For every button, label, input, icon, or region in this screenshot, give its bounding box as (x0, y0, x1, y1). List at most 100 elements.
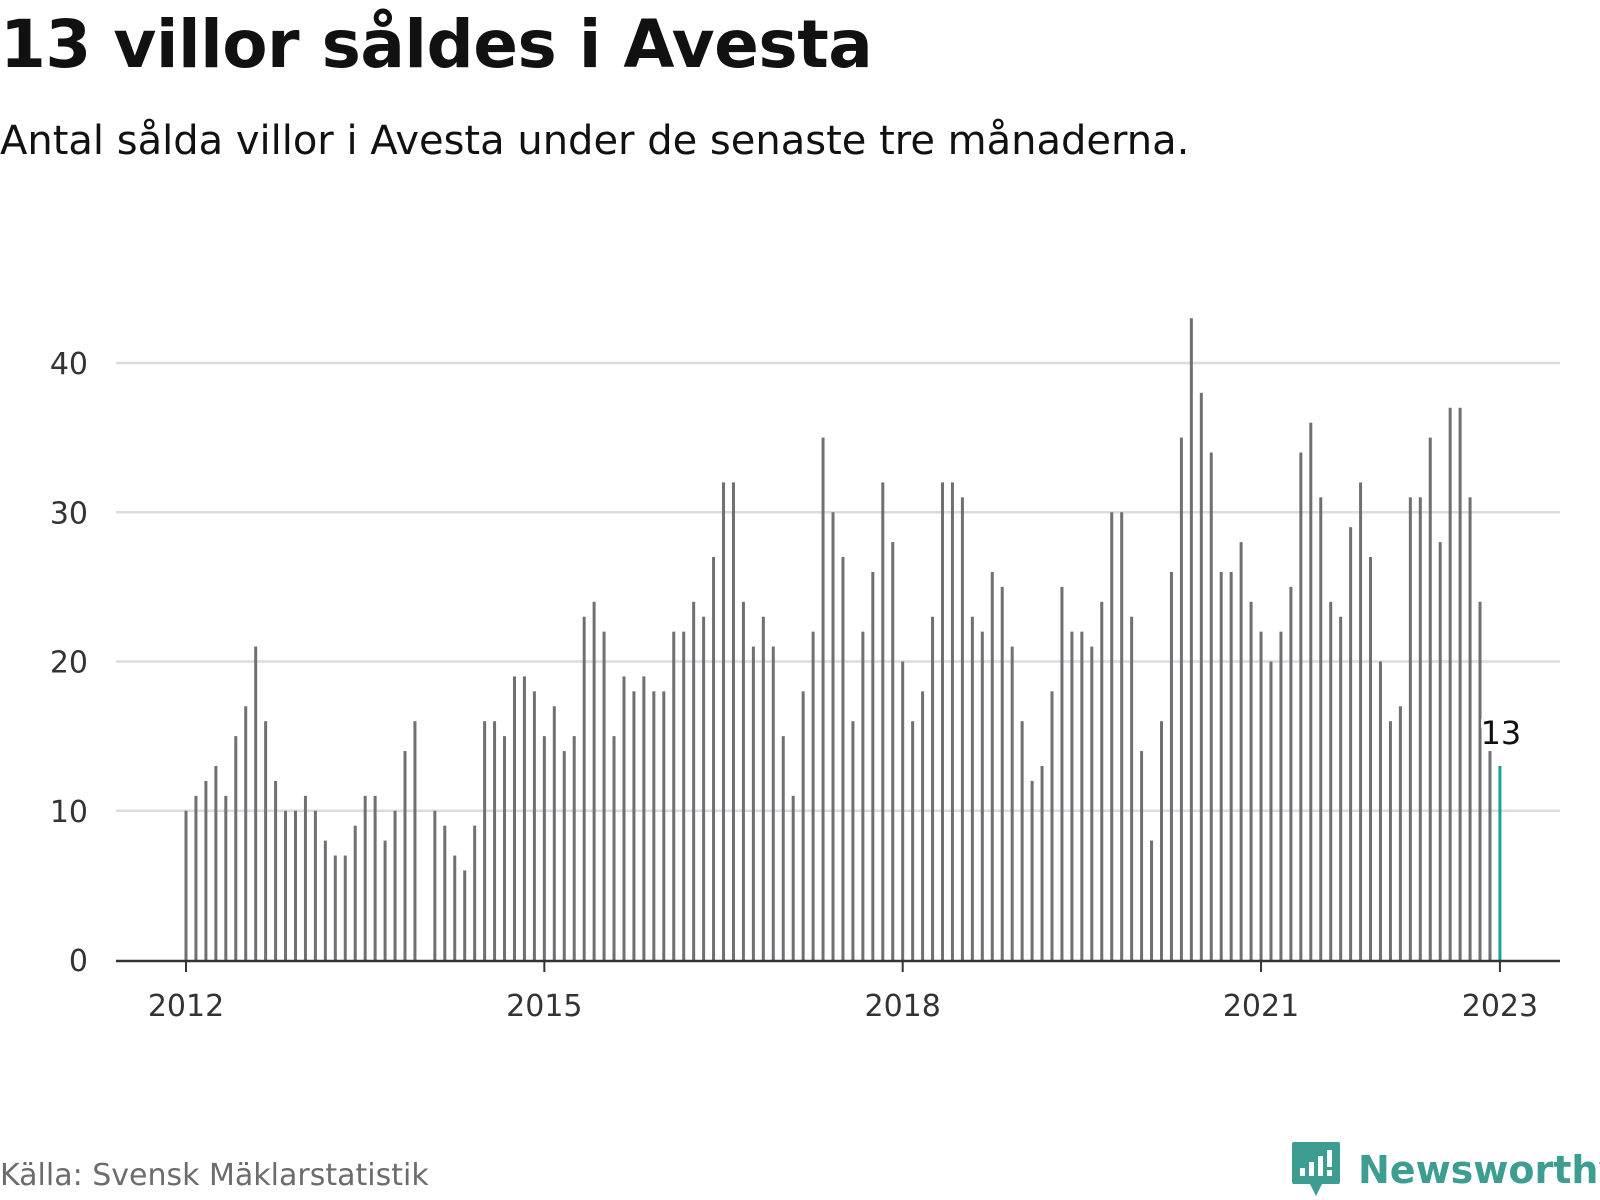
x-tick-label: 2015 (506, 989, 582, 1024)
x-tick-label: 2021 (1223, 989, 1299, 1024)
bar (1418, 497, 1422, 960)
bar (393, 810, 397, 960)
bar (453, 855, 457, 960)
bar (194, 795, 198, 960)
bar (861, 631, 865, 960)
bar (722, 482, 726, 960)
bar (1070, 631, 1074, 960)
y-tick-label: 40 (50, 347, 88, 382)
bar (811, 631, 815, 960)
bar (1289, 586, 1293, 960)
bar (512, 676, 516, 960)
bar (901, 661, 905, 960)
bar (1398, 706, 1402, 960)
bar (1159, 721, 1163, 960)
bar (1249, 601, 1253, 960)
chart-title: 13 villor såldes i Avesta (0, 6, 873, 83)
x-axis-ticks: 2012 2015 2018 2021 2023 (148, 962, 1538, 1024)
bar (562, 751, 566, 960)
y-tick-label: 0 (69, 944, 88, 979)
bar (1319, 497, 1323, 960)
bar (522, 676, 526, 960)
bar (1110, 512, 1114, 960)
bar (1040, 765, 1044, 960)
bar (1488, 751, 1492, 960)
bar-highlight (1498, 765, 1502, 960)
bar (652, 691, 656, 960)
bar (1408, 497, 1412, 960)
bar (1150, 840, 1154, 960)
bar (323, 840, 327, 960)
bar (1020, 721, 1024, 960)
bar (622, 676, 626, 960)
bar (642, 676, 646, 960)
bar (1458, 407, 1462, 960)
bar (1388, 721, 1392, 960)
bar (970, 616, 974, 960)
bar (582, 616, 586, 960)
bar (234, 736, 238, 960)
bar (702, 616, 706, 960)
bar (731, 482, 735, 960)
source-note: Källa: Svensk Mäklarstatistik (0, 1158, 429, 1193)
bar (1179, 437, 1183, 960)
y-tick-label: 10 (50, 795, 88, 830)
newsworthy-logo-icon (1292, 1142, 1340, 1196)
bar (1309, 422, 1313, 960)
bar (911, 721, 915, 960)
bars (184, 318, 1502, 961)
bar (712, 557, 716, 960)
bar (284, 810, 288, 960)
bar (572, 736, 576, 960)
bar (254, 646, 258, 960)
bar (1219, 571, 1223, 960)
bar (403, 751, 407, 960)
bar (1140, 751, 1144, 960)
bar (1100, 601, 1104, 960)
bar (1169, 571, 1173, 960)
bar (1259, 631, 1263, 960)
bar (274, 780, 278, 960)
bar (682, 631, 686, 960)
bar (1120, 512, 1124, 960)
bar (960, 497, 964, 960)
bar (1269, 661, 1273, 960)
bar (771, 646, 775, 960)
bar (264, 721, 268, 960)
bar (881, 482, 885, 960)
bar (1090, 646, 1094, 960)
bar (831, 512, 835, 960)
data-labels: 13 (1478, 711, 1525, 755)
bar (542, 736, 546, 960)
bar (503, 736, 507, 960)
x-tick-label: 2012 (148, 989, 224, 1024)
bar (761, 616, 765, 960)
bar (602, 631, 606, 960)
y-tick-label: 30 (50, 496, 88, 531)
brand-logo: Newsworthy (1290, 1140, 1600, 1200)
bar (1010, 646, 1014, 960)
brand-name: Newsworthy (1358, 1148, 1600, 1192)
bar (552, 706, 556, 960)
bar (751, 646, 755, 960)
bar (592, 601, 596, 960)
bar (1428, 437, 1432, 960)
bar (383, 840, 387, 960)
bar (821, 437, 825, 960)
bar (244, 706, 248, 960)
bar (1279, 631, 1283, 960)
bar (1359, 482, 1363, 960)
bar (463, 870, 467, 960)
bar (1339, 616, 1343, 960)
grid-lines (116, 361, 1560, 812)
bar (1299, 452, 1303, 960)
x-tick-label: 2023 (1462, 989, 1538, 1024)
bar (632, 691, 636, 960)
bar (941, 482, 945, 960)
bar (1478, 601, 1482, 960)
bar (1229, 571, 1233, 960)
bar (1199, 392, 1203, 961)
data-label-latest: 13 (1481, 714, 1522, 752)
bar (990, 571, 994, 960)
bar (343, 855, 347, 960)
